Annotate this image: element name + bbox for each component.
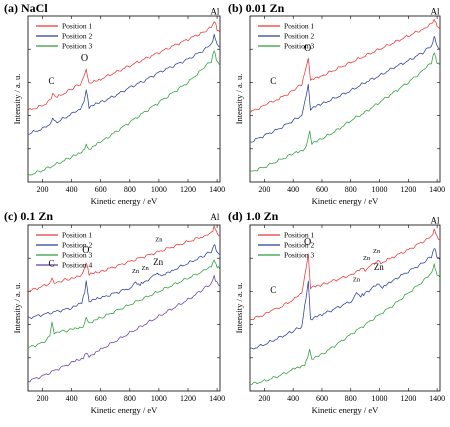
y-axis-label: Intensity / a. u. xyxy=(12,283,22,334)
plot-frame xyxy=(249,15,441,183)
peak-label: C xyxy=(49,76,55,86)
x-axis-label: Kinetic energy / eV xyxy=(91,196,159,206)
panel-title: (d) 1.0 Zn xyxy=(228,209,279,223)
series-line-3 xyxy=(27,50,221,176)
series-line-2 xyxy=(250,248,441,350)
legend-entry: Position 1 xyxy=(62,22,92,31)
peak-label: Al xyxy=(210,212,219,222)
plot-frame xyxy=(27,15,221,183)
legend-entry: Position 1 xyxy=(284,22,314,31)
peak-label: Zn xyxy=(373,248,381,255)
x-tick-label: 1200 xyxy=(400,185,416,194)
x-tick-label: 400 xyxy=(287,185,299,194)
legend-entry: Position 2 xyxy=(62,241,92,250)
legend-entry: Position 3 xyxy=(284,251,314,260)
y-axis-label: Intensity / a. u. xyxy=(12,74,22,125)
series-line-1 xyxy=(27,21,221,111)
x-tick-label: 1400 xyxy=(209,185,225,194)
legend-entry: Position 3 xyxy=(62,251,92,260)
legend-entry: Position 2 xyxy=(284,32,314,41)
peak-label: Zn xyxy=(353,276,361,283)
x-tick-label: 1400 xyxy=(429,394,445,403)
series-line-3 xyxy=(249,52,441,172)
x-tick-label: 1000 xyxy=(151,394,167,403)
peak-label: C xyxy=(270,285,276,295)
peak-label: Zn xyxy=(363,255,371,262)
x-tick-label: 800 xyxy=(345,185,357,194)
y-axis-label: Intensity / a. u. xyxy=(234,283,244,334)
x-tick-label: 400 xyxy=(287,394,299,403)
x-tick-label: 800 xyxy=(124,185,136,194)
plot-frame xyxy=(249,224,441,392)
legend-entry: Position 1 xyxy=(284,231,314,240)
peak-label: Zn xyxy=(374,262,384,272)
series-line-2 xyxy=(27,244,221,319)
legend-entry: Position 2 xyxy=(284,241,314,250)
peak-label: O xyxy=(304,237,311,248)
chart-panel-c: (c) 0.1 Zn 200 400 600 800 1000 1200 1400 Kineti… xyxy=(4,209,225,415)
legend-entry: Position 1 xyxy=(62,231,92,240)
series-line-1 xyxy=(27,225,221,293)
peak-label: Al xyxy=(210,6,219,16)
panel-title: (b) 0.01 Zn xyxy=(228,1,285,15)
series-line-4 xyxy=(27,275,221,383)
y-axis-label: Intensity / a. u. xyxy=(234,74,244,125)
x-tick-label: 600 xyxy=(316,185,328,194)
x-tick-label: 200 xyxy=(37,185,49,194)
legend-entry: Position 4 xyxy=(62,261,92,270)
peak-label: C xyxy=(49,259,55,269)
x-tick-label: 1200 xyxy=(180,185,196,194)
legend-entry: Position 3 xyxy=(284,42,314,51)
series-line-2 xyxy=(249,36,441,143)
x-tick-label: 1400 xyxy=(429,185,445,194)
peak-label: Al xyxy=(430,215,439,225)
legend-entry: Position 2 xyxy=(62,32,92,41)
x-tick-label: 600 xyxy=(316,394,328,403)
chart-panel-d: (d) 1.0 Zn 200 400 600 800 1000 1200 1400 Kineti… xyxy=(228,209,445,415)
x-tick-label: 1200 xyxy=(400,394,416,403)
series-line-3 xyxy=(27,259,221,348)
panel-title: (a) NaCl xyxy=(4,1,48,15)
series-line-3 xyxy=(249,263,441,385)
peak-label: Zn xyxy=(155,237,163,244)
x-tick-label: 1200 xyxy=(180,394,196,403)
x-tick-label: 200 xyxy=(37,394,49,403)
peak-label: Zn xyxy=(132,268,140,275)
x-tick-label: 1400 xyxy=(209,394,225,403)
x-tick-label: 400 xyxy=(66,394,78,403)
legend-entry: Position 3 xyxy=(62,42,92,51)
panel-title: (c) 0.1 Zn xyxy=(4,209,53,223)
peak-label: Al xyxy=(430,6,439,16)
chart-panel-a: (a) NaCl 200 400 600 800 1000 1200 1400 Kinetic … xyxy=(4,1,225,206)
chart-panel-b: (b) 0.01 Zn 200 400 600 800 1000 1200 1400 Kinet… xyxy=(228,1,445,206)
plot-frame xyxy=(27,224,221,392)
x-tick-label: 200 xyxy=(258,394,270,403)
x-tick-label: 1000 xyxy=(372,185,388,194)
x-axis-label: Kinetic energy / eV xyxy=(91,405,159,415)
x-tick-label: 600 xyxy=(95,185,107,194)
x-tick-label: 1000 xyxy=(372,394,388,403)
series-line-1 xyxy=(249,18,441,114)
peak-label: C xyxy=(270,76,276,86)
series-line-2 xyxy=(27,33,221,135)
series-line-1 xyxy=(249,228,441,321)
x-tick-label: 800 xyxy=(345,394,357,403)
peak-label: Zn xyxy=(141,265,149,272)
x-axis-label: Kinetic energy / eV xyxy=(312,196,380,206)
peak-label: O xyxy=(81,53,88,64)
x-tick-label: 400 xyxy=(66,185,78,194)
peak-label: O xyxy=(82,245,89,256)
x-tick-label: 1000 xyxy=(151,185,167,194)
x-axis-label: Kinetic energy / eV xyxy=(312,405,380,415)
x-tick-label: 600 xyxy=(95,394,107,403)
peak-label: O xyxy=(304,43,311,54)
x-tick-label: 200 xyxy=(258,185,270,194)
x-tick-label: 800 xyxy=(124,394,136,403)
peak-label: Zn xyxy=(153,257,163,267)
